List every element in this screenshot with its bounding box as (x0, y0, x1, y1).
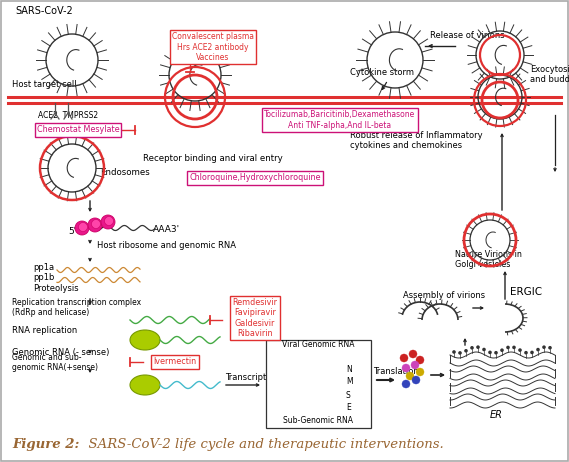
Text: 5': 5' (68, 227, 76, 236)
Text: N: N (346, 365, 352, 373)
Text: Receptor binding and viral entry: Receptor binding and viral entry (143, 154, 283, 163)
Text: Assembly of virions: Assembly of virions (403, 291, 485, 300)
Circle shape (458, 351, 462, 355)
Circle shape (470, 346, 474, 350)
Text: Convalescent plasma
Hrs ACE2 antibody
Vaccines: Convalescent plasma Hrs ACE2 antibody Va… (172, 32, 254, 62)
Circle shape (411, 361, 419, 369)
Circle shape (488, 351, 492, 354)
Text: M: M (346, 377, 353, 387)
Circle shape (416, 368, 424, 376)
Circle shape (101, 215, 115, 229)
Text: Host target cell: Host target cell (12, 80, 77, 89)
Circle shape (79, 223, 88, 231)
Circle shape (506, 346, 510, 349)
Circle shape (542, 346, 546, 349)
Text: Remdesivir
Favipiravir
Galdesivir
Ribavirin: Remdesivir Favipiravir Galdesivir Ribavi… (233, 298, 278, 338)
Text: AAA3': AAA3' (153, 225, 180, 234)
Circle shape (500, 348, 504, 352)
Circle shape (452, 350, 456, 354)
Circle shape (524, 351, 528, 354)
Text: Cytokine storm: Cytokine storm (350, 68, 414, 77)
Text: Endosomes: Endosomes (100, 168, 150, 177)
Circle shape (476, 346, 480, 349)
Text: Replication transcription complex
(RdRp and helicase): Replication transcription complex (RdRp … (12, 298, 141, 317)
Text: pp1b: pp1b (33, 273, 55, 282)
Text: Figure 2:: Figure 2: (12, 438, 79, 451)
Circle shape (406, 372, 414, 380)
Text: Nature Virions in
Golgi vesicles: Nature Virions in Golgi vesicles (455, 249, 522, 269)
Circle shape (75, 221, 89, 235)
Circle shape (400, 354, 408, 362)
Text: Translation: Translation (373, 367, 419, 376)
Circle shape (402, 380, 410, 388)
Circle shape (494, 351, 498, 354)
Text: Transcription: Transcription (225, 373, 279, 382)
Circle shape (512, 346, 516, 349)
Text: Chloroquine,Hydroxychloroquine: Chloroquine,Hydroxychloroquine (189, 174, 321, 182)
Text: Robust release of Inflammatory
cytokines and chemokines: Robust release of Inflammatory cytokines… (350, 131, 483, 150)
Circle shape (105, 217, 113, 225)
Text: Genomic and sub-
genomic RNA(+sense): Genomic and sub- genomic RNA(+sense) (12, 353, 98, 372)
Text: Sub-Genomic RNA: Sub-Genomic RNA (283, 416, 353, 425)
Text: Tocilizumab,Baricitinib,Dexamethasone
Anti TNF-alpha,And IL-beta: Tocilizumab,Baricitinib,Dexamethasone An… (265, 110, 415, 130)
Circle shape (92, 219, 101, 229)
Text: pp1a: pp1a (33, 263, 54, 272)
Ellipse shape (130, 375, 160, 395)
Text: Chemostat Mesylate: Chemostat Mesylate (36, 126, 119, 134)
Circle shape (518, 348, 522, 352)
Text: E: E (346, 403, 351, 413)
Text: SARS-CoV-2: SARS-CoV-2 (15, 6, 73, 16)
Circle shape (88, 218, 102, 232)
Text: Exocytosis
and budding: Exocytosis and budding (530, 65, 569, 84)
Text: Release of virions: Release of virions (430, 31, 505, 40)
FancyBboxPatch shape (266, 340, 371, 428)
Circle shape (482, 348, 486, 351)
Circle shape (530, 351, 534, 354)
Circle shape (412, 376, 420, 384)
Circle shape (402, 364, 410, 372)
Text: S: S (346, 390, 351, 400)
Text: ER: ER (490, 410, 503, 420)
Ellipse shape (130, 330, 160, 350)
Text: SARS-CoV-2 life cycle and therapeutic interventions.: SARS-CoV-2 life cycle and therapeutic in… (80, 438, 444, 451)
Text: Proteolysis: Proteolysis (33, 284, 79, 293)
Text: Ivermectin: Ivermectin (154, 358, 196, 366)
Text: ERGIC: ERGIC (510, 287, 542, 297)
Text: ACE2  TMPRSS2: ACE2 TMPRSS2 (38, 111, 98, 120)
Circle shape (409, 350, 417, 358)
Circle shape (548, 346, 552, 350)
Circle shape (536, 348, 540, 352)
Text: Viral Genomic RNA: Viral Genomic RNA (282, 340, 354, 349)
Circle shape (416, 356, 424, 364)
Text: RNA replication: RNA replication (12, 326, 77, 335)
Circle shape (464, 349, 468, 353)
Text: Genomic RNA (- sense): Genomic RNA (- sense) (12, 348, 109, 357)
Text: Host ribosome and genomic RNA: Host ribosome and genomic RNA (97, 241, 236, 250)
